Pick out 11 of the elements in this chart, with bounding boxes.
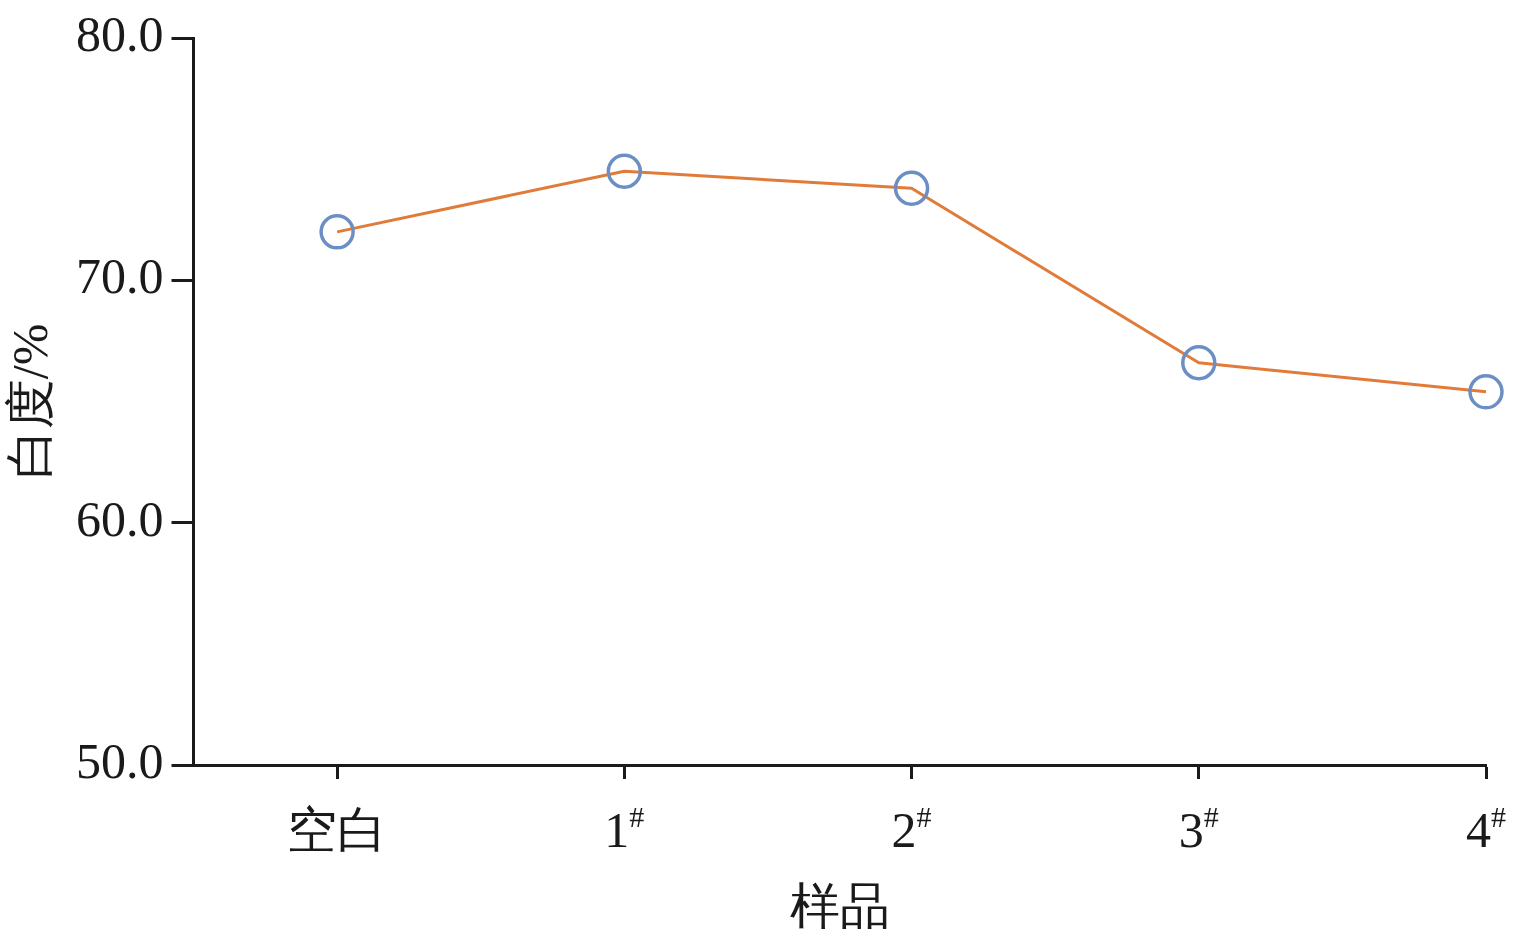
y-tick-label: 70.0: [76, 248, 164, 305]
x-tick-label: 2#: [891, 800, 932, 858]
y-tick-label: 50.0: [76, 733, 164, 790]
x-tick-label: 4#: [1466, 800, 1506, 858]
x-tick-label: 空白: [287, 802, 388, 858]
y-tick-label: 60.0: [76, 490, 164, 547]
y-axis-title: 白度/%: [2, 323, 59, 480]
y-tick-label: 80.0: [76, 6, 164, 63]
x-tick-label: 3#: [1178, 800, 1219, 858]
x-axis-title: 样品: [789, 878, 890, 935]
x-tick-label: 1#: [604, 800, 645, 858]
